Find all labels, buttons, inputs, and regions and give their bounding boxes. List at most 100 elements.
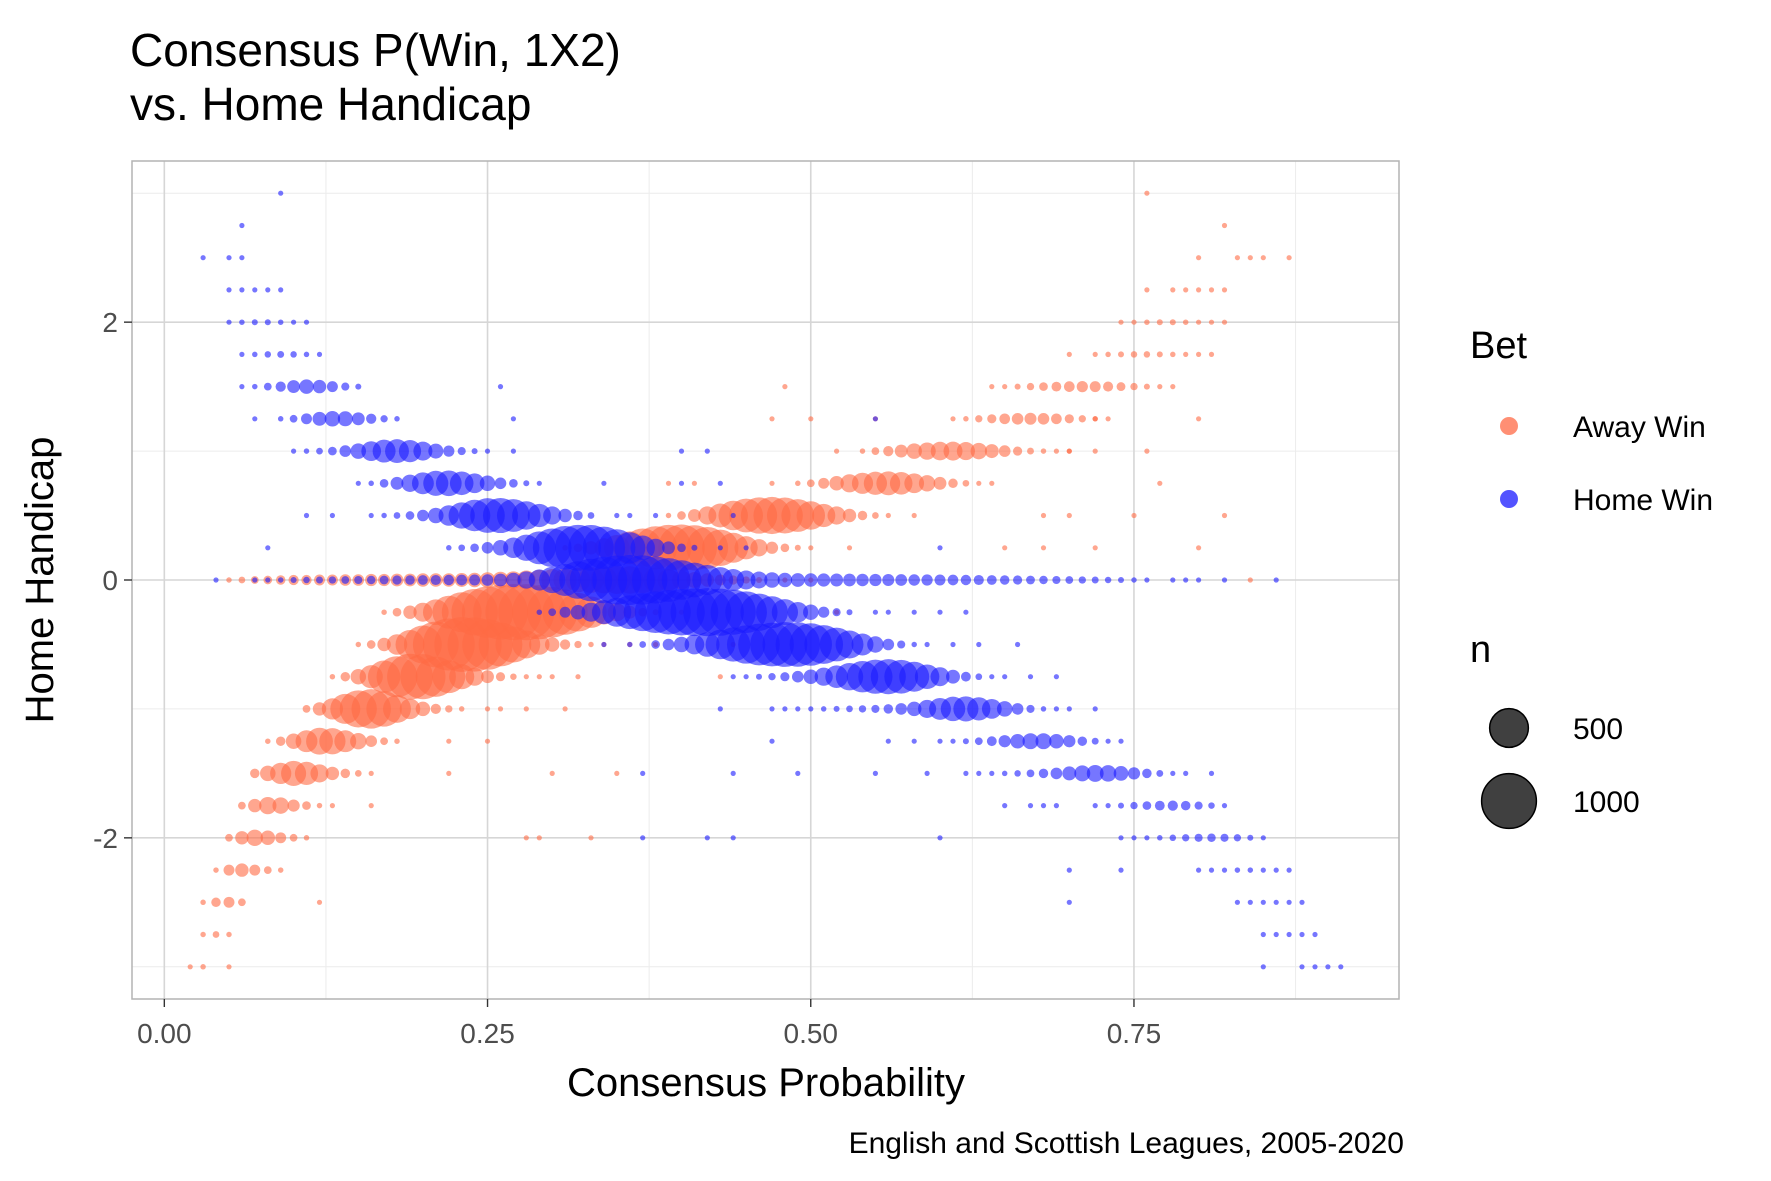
data-point (252, 577, 258, 583)
data-point (1183, 287, 1189, 293)
data-point (999, 575, 1010, 585)
data-point (543, 506, 562, 525)
data-point (872, 512, 879, 519)
data-point (303, 448, 310, 454)
data-point (937, 835, 943, 841)
data-point (510, 448, 516, 454)
data-point (1013, 446, 1023, 456)
data-point (523, 706, 529, 712)
data-point (481, 541, 494, 554)
data-point (1131, 512, 1137, 519)
data-point (1015, 641, 1021, 648)
data-point (678, 448, 685, 454)
data-point (904, 473, 925, 494)
data-point (1001, 770, 1008, 777)
data-point (239, 384, 245, 390)
data-point (730, 674, 736, 680)
data-point (999, 413, 1011, 425)
data-point (1169, 319, 1176, 326)
data-point (263, 382, 272, 391)
data-point (885, 738, 891, 744)
data-point (1035, 733, 1052, 750)
data-point (430, 703, 441, 715)
data-point (627, 641, 633, 648)
data-point (1105, 738, 1111, 744)
data-point (381, 609, 387, 615)
legend-color-key (1500, 490, 1518, 508)
data-point (906, 443, 922, 459)
data-point (301, 413, 312, 425)
data-point (1104, 576, 1112, 584)
data-point (1144, 448, 1150, 454)
data-point (937, 609, 943, 615)
data-point (350, 732, 367, 750)
data-point (736, 570, 756, 590)
data-point (1144, 319, 1150, 325)
data-point (1002, 803, 1008, 809)
data-point (270, 762, 292, 785)
data-point (1144, 577, 1150, 583)
data-point (640, 835, 646, 841)
data-point (1053, 803, 1059, 809)
data-point (962, 738, 969, 745)
data-point (226, 255, 232, 261)
data-point (1260, 255, 1266, 261)
data-point (329, 512, 335, 519)
x-tick-label: 0.25 (460, 1018, 515, 1049)
data-point (1010, 733, 1025, 749)
legend-color-entries: Away Win Home Win (1500, 411, 1713, 517)
data-point (750, 539, 768, 557)
data-point (1053, 448, 1059, 454)
data-point (1131, 577, 1137, 583)
data-point (239, 319, 245, 325)
data-point (562, 706, 568, 712)
data-point (1092, 545, 1098, 551)
data-point (665, 480, 672, 486)
data-point (294, 761, 319, 786)
data-point (996, 701, 1013, 717)
data-point (895, 574, 908, 586)
data-point (484, 448, 491, 454)
data-point (1156, 351, 1163, 358)
x-axis-title: Consensus Probability (567, 1061, 965, 1105)
data-point (536, 609, 543, 615)
data-point (986, 575, 997, 585)
data-point (290, 577, 297, 583)
data-point (1040, 448, 1047, 454)
data-point (1127, 767, 1141, 780)
data-point (1208, 802, 1215, 809)
legend-color-title: Bet (1470, 325, 1527, 367)
data-point (691, 544, 698, 551)
data-point (981, 699, 1002, 719)
data-point (290, 351, 297, 358)
data-point (704, 835, 710, 841)
data-point (277, 577, 284, 583)
data-point (818, 606, 830, 618)
data-point (1040, 545, 1047, 551)
data-point (558, 508, 572, 523)
data-point (787, 601, 809, 623)
data-point (947, 574, 959, 586)
data-point (1286, 255, 1292, 261)
data-point (1064, 414, 1074, 424)
data-point (1196, 577, 1202, 583)
data-point (329, 803, 335, 809)
data-point (795, 706, 801, 712)
data-point (1196, 255, 1202, 261)
data-point (403, 605, 417, 619)
data-point (640, 770, 646, 777)
data-point (1089, 381, 1101, 393)
data-point (1105, 803, 1111, 809)
data-point (275, 381, 286, 392)
data-point (354, 575, 363, 585)
data-point (366, 640, 376, 649)
data-point (1092, 448, 1098, 454)
data-point (782, 706, 788, 712)
data-point (1194, 801, 1203, 810)
data-point (405, 511, 415, 520)
data-point (278, 287, 284, 293)
data-point (1221, 222, 1228, 229)
data-point (394, 738, 400, 744)
data-point (1157, 480, 1163, 486)
data-point (871, 704, 880, 713)
